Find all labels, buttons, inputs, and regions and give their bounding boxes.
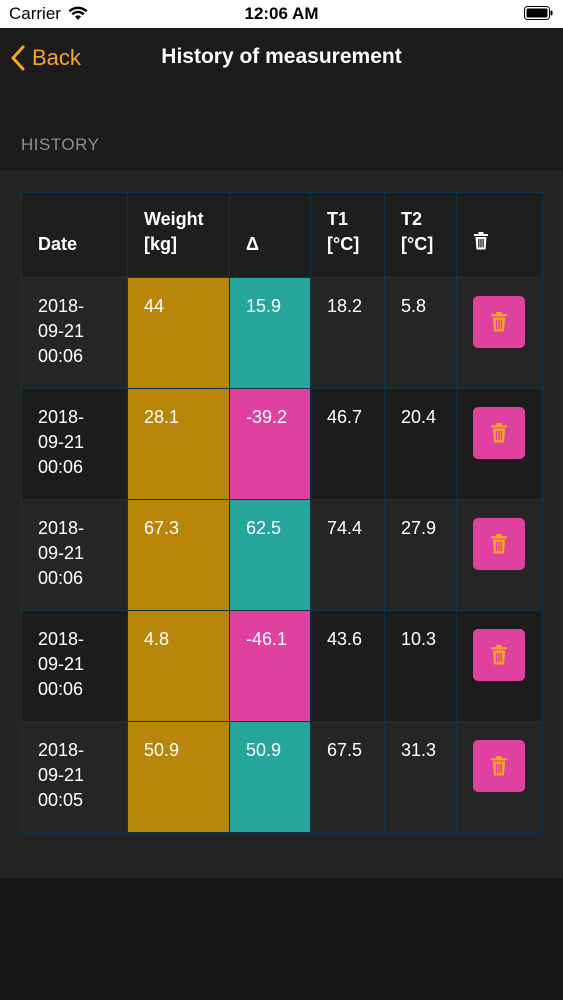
navigation-bar: Back History of measurement <box>0 28 563 88</box>
trash-icon <box>491 423 507 443</box>
header-date: Date <box>21 192 128 278</box>
delta-cell: -46.1 <box>229 610 311 722</box>
delete-row-button[interactable] <box>473 296 525 348</box>
weight-cell: 44 <box>127 277 230 389</box>
delete-cell <box>456 721 543 833</box>
weight-cell: 67.3 <box>127 499 230 611</box>
battery-icon <box>524 6 553 20</box>
back-button[interactable]: Back <box>10 42 81 74</box>
weight-cell: 50.9 <box>127 721 230 833</box>
status-time: 12:06 AM <box>244 4 319 23</box>
table-row: 2018- 09-21 00:06 28.1 -39.2 46.7 20.4 <box>21 388 543 500</box>
table-row: 2018- 09-21 00:06 67.3 62.5 74.4 27.9 <box>21 499 543 611</box>
t1-cell: 46.7 <box>310 388 385 500</box>
trash-icon <box>491 312 507 332</box>
t1-cell: 18.2 <box>310 277 385 389</box>
content-area: HISTORY Date Weight [kg] Δ T <box>0 88 563 1000</box>
t2-cell: 27.9 <box>384 499 457 611</box>
table-container: Date Weight [kg] Δ T1 [°C] T2 [°C] <box>0 170 563 878</box>
page-title: History of measurement <box>161 45 402 68</box>
date-cell: 2018- 09-21 00:06 <box>21 277 128 389</box>
date-cell: 2018- 09-21 00:05 <box>21 721 128 833</box>
trash-icon <box>491 534 507 554</box>
header-delete <box>456 192 543 278</box>
t2-cell: 20.4 <box>384 388 457 500</box>
table-row: 2018- 09-21 00:06 4.8 -46.1 43.6 10.3 <box>21 610 543 722</box>
trash-icon <box>474 232 488 250</box>
t2-cell: 10.3 <box>384 610 457 722</box>
back-label: Back <box>32 45 81 70</box>
t2-cell: 31.3 <box>384 721 457 833</box>
t2-cell: 5.8 <box>384 277 457 389</box>
trash-icon <box>491 756 507 776</box>
weight-cell: 28.1 <box>127 388 230 500</box>
table-row: 2018- 09-21 00:05 50.9 50.9 67.5 31.3 <box>21 721 543 833</box>
table-header-row: Date Weight [kg] Δ T1 [°C] T2 [°C] <box>21 192 543 278</box>
header-t2: T2 [°C] <box>384 192 457 278</box>
t1-cell: 74.4 <box>310 499 385 611</box>
history-table: Date Weight [kg] Δ T1 [°C] T2 [°C] <box>21 192 543 833</box>
date-cell: 2018- 09-21 00:06 <box>21 499 128 611</box>
delete-row-button[interactable] <box>473 518 525 570</box>
t1-cell: 43.6 <box>310 610 385 722</box>
chevron-left-icon <box>11 45 25 71</box>
header-delta: Δ <box>229 192 311 278</box>
section-header: HISTORY <box>0 88 563 170</box>
delete-cell <box>456 388 543 500</box>
delta-cell: 62.5 <box>229 499 311 611</box>
table-row: 2018- 09-21 00:06 44 15.9 18.2 5.8 <box>21 277 543 389</box>
date-cell: 2018- 09-21 00:06 <box>21 610 128 722</box>
t1-cell: 67.5 <box>310 721 385 833</box>
delta-cell: 15.9 <box>229 277 311 389</box>
carrier-label: Carrier <box>9 4 61 23</box>
delta-cell: 50.9 <box>229 721 311 833</box>
weight-cell: 4.8 <box>127 610 230 722</box>
header-weight: Weight [kg] <box>127 192 230 278</box>
delete-cell <box>456 277 543 389</box>
delete-row-button[interactable] <box>473 629 525 681</box>
delete-row-button[interactable] <box>473 740 525 792</box>
delete-cell <box>456 499 543 611</box>
section-header-label: HISTORY <box>21 135 100 154</box>
trash-icon <box>491 645 507 665</box>
header-t1: T1 [°C] <box>310 192 385 278</box>
delete-row-button[interactable] <box>473 407 525 459</box>
delete-cell <box>456 610 543 722</box>
delta-cell: -39.2 <box>229 388 311 500</box>
date-cell: 2018- 09-21 00:06 <box>21 388 128 500</box>
status-bar: Carrier 12:06 AM <box>0 0 563 28</box>
wifi-icon <box>68 6 88 20</box>
empty-footer-area <box>0 878 563 1000</box>
